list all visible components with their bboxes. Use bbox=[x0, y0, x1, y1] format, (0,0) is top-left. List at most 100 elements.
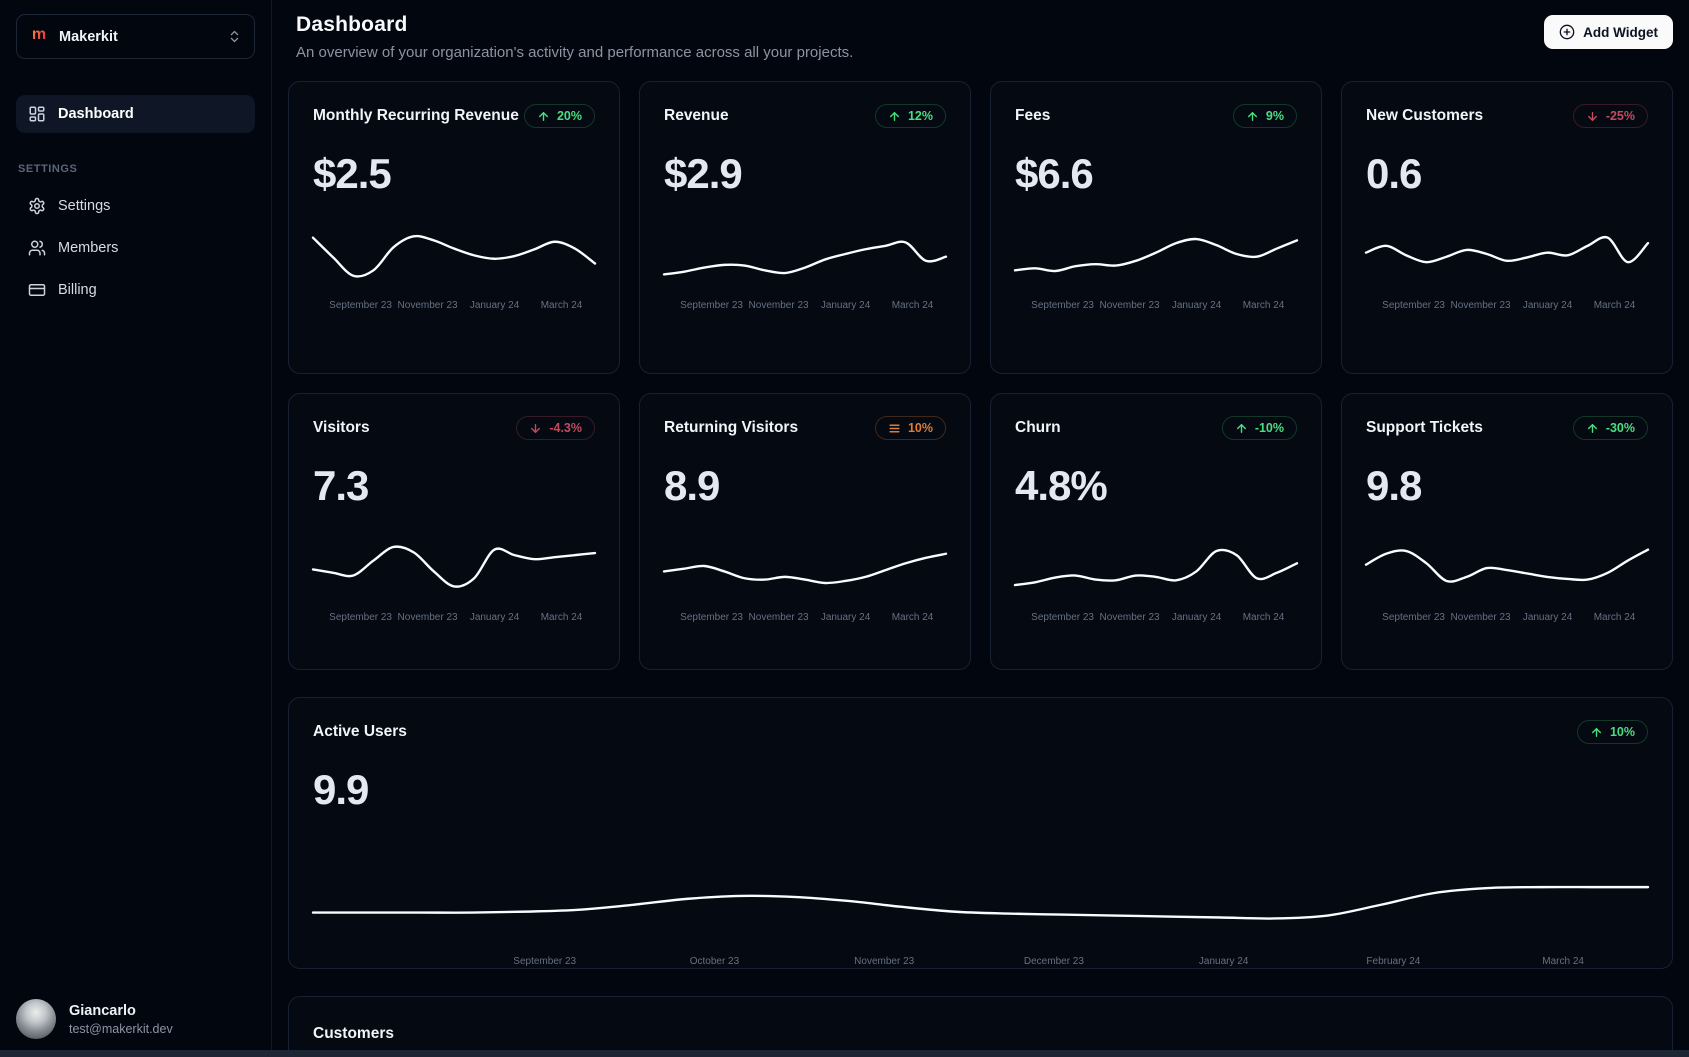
card-value: 9.9 bbox=[313, 766, 369, 813]
main-content: Dashboard An overview of your organizati… bbox=[272, 0, 1689, 1057]
sidebar: m Makerkit Dashboard SETTINGS Set bbox=[0, 0, 272, 1057]
axis-label: January 24 bbox=[1522, 300, 1573, 311]
axis-label: November 23 bbox=[1450, 612, 1511, 623]
svg-text:m: m bbox=[32, 26, 46, 43]
x-axis-labels: September 23 November 23 January 24 March 2… bbox=[1029, 604, 1297, 623]
axis-label: September 23 bbox=[1382, 612, 1445, 623]
trend-up-icon bbox=[1246, 110, 1259, 123]
workspace-name: Makerkit bbox=[59, 28, 118, 45]
x-axis-labels: September 23 November 23 January 24 March 2… bbox=[678, 292, 946, 311]
x-axis-labels: September 23 October 23 November 23 Decembe… bbox=[460, 946, 1648, 967]
plus-circle-icon bbox=[1559, 24, 1575, 40]
sparkline-chart bbox=[664, 528, 946, 604]
sparkline-chart bbox=[664, 216, 946, 292]
sidebar-item-billing[interactable]: Billing bbox=[16, 271, 255, 309]
axis-label: September 23 bbox=[680, 612, 743, 623]
sidebar-item-members[interactable]: Members bbox=[16, 229, 255, 267]
card-value: 4.8% bbox=[1015, 462, 1108, 509]
sparkline-chart bbox=[1366, 528, 1648, 604]
trend-badge: 10% bbox=[1576, 720, 1648, 744]
axis-label: November 23 bbox=[748, 612, 809, 623]
sidebar-item-settings[interactable]: Settings bbox=[16, 187, 255, 225]
card-value: 7.3 bbox=[313, 462, 369, 509]
card-value: 0.6 bbox=[1366, 150, 1422, 197]
card-new-customers: New Customers -25% 0.6 September 23 Novem… bbox=[1341, 81, 1673, 374]
card-active-users: Active Users 10% 9.9 September 23 October… bbox=[288, 697, 1673, 969]
axis-label: January 24 bbox=[1522, 612, 1573, 623]
sparkline-chart bbox=[313, 216, 595, 292]
user-name: Giancarlo bbox=[69, 1002, 136, 1019]
trend-down-icon bbox=[529, 422, 542, 435]
user-email: test@makerkit.dev bbox=[69, 1021, 173, 1036]
settings-nav: Settings Members Billing bbox=[16, 187, 255, 309]
axis-label: March 24 bbox=[891, 612, 934, 623]
axis-label: November 23 bbox=[854, 956, 915, 967]
axis-label: March 24 bbox=[1242, 300, 1285, 311]
workspace-selector[interactable]: m Makerkit bbox=[16, 14, 255, 59]
x-axis-labels: September 23 November 23 January 24 March 2… bbox=[327, 604, 595, 623]
axis-label: October 23 bbox=[689, 956, 740, 967]
axis-label: January 24 bbox=[1171, 300, 1222, 311]
stats-row-2: Visitors -4.3% 7.3 September 23 November … bbox=[288, 393, 1673, 670]
dashboard-grid-icon bbox=[28, 105, 46, 123]
card-returning-visitors: Returning Visitors 10% 8.9 September 23 N… bbox=[639, 393, 971, 670]
axis-label: January 24 bbox=[469, 300, 520, 311]
sidebar-section-label: SETTINGS bbox=[18, 163, 78, 175]
card-value: 9.8 bbox=[1366, 462, 1422, 509]
x-axis-labels: September 23 November 23 January 24 March 2… bbox=[1380, 604, 1648, 623]
axis-label: January 24 bbox=[1198, 956, 1249, 967]
card-title: Support Tickets bbox=[1366, 419, 1483, 436]
axis-label: March 24 bbox=[540, 300, 583, 311]
trend-up-icon bbox=[1586, 422, 1599, 435]
axis-label: March 24 bbox=[1542, 956, 1584, 967]
axis-label: September 23 bbox=[329, 300, 392, 311]
axis-label: September 23 bbox=[680, 300, 743, 311]
card-title: Visitors bbox=[313, 419, 370, 436]
trend-badge: 10% bbox=[874, 416, 946, 440]
sparkline-chart bbox=[1366, 216, 1648, 292]
user-avatar bbox=[16, 999, 56, 1039]
active-users-chart bbox=[313, 840, 1648, 946]
card-title: New Customers bbox=[1366, 107, 1484, 124]
trend-badge: -10% bbox=[1221, 416, 1297, 440]
bottom-edge-strip bbox=[0, 1050, 1689, 1057]
card-value: $2.9 bbox=[664, 150, 743, 197]
card-title: Returning Visitors bbox=[664, 419, 799, 436]
sidebar-item-label: Dashboard bbox=[58, 106, 134, 122]
main-nav: Dashboard bbox=[16, 95, 255, 133]
trend-badge: 12% bbox=[874, 104, 946, 128]
axis-label: September 23 bbox=[1031, 612, 1094, 623]
trend-up-icon bbox=[537, 110, 550, 123]
axis-label: March 24 bbox=[891, 300, 934, 311]
axis-label: November 23 bbox=[1099, 612, 1160, 623]
chevrons-up-down-icon bbox=[227, 29, 242, 44]
axis-label: January 24 bbox=[820, 300, 871, 311]
axis-label: September 23 bbox=[329, 612, 392, 623]
axis-label: November 23 bbox=[397, 612, 458, 623]
sidebar-item-dashboard[interactable]: Dashboard bbox=[16, 95, 255, 133]
users-icon bbox=[28, 239, 46, 257]
card-fees: Fees 9% $6.6 September 23 November 23 Janu… bbox=[990, 81, 1322, 374]
card-value: 8.9 bbox=[664, 462, 720, 509]
card-title: Customers bbox=[313, 1025, 394, 1042]
trend-up-icon bbox=[1235, 422, 1248, 435]
trend-badge: -4.3% bbox=[516, 416, 595, 440]
trend-up-icon bbox=[1590, 726, 1603, 739]
trend-badge: 9% bbox=[1232, 104, 1297, 128]
card-title: Monthly Recurring Revenue bbox=[313, 107, 519, 124]
gear-icon bbox=[28, 197, 46, 215]
axis-label: September 23 bbox=[1382, 300, 1445, 311]
user-menu[interactable]: Giancarlo test@makerkit.dev bbox=[16, 999, 255, 1039]
makerkit-logo-icon: m bbox=[29, 24, 49, 49]
x-axis-labels: September 23 November 23 January 24 March 2… bbox=[327, 292, 595, 311]
axis-label: November 23 bbox=[397, 300, 458, 311]
x-axis-labels: September 23 November 23 January 24 March 2… bbox=[1380, 292, 1648, 311]
page-header: Dashboard An overview of your organizati… bbox=[288, 0, 1673, 81]
sparkline-chart bbox=[1015, 528, 1297, 604]
axis-label: February 24 bbox=[1366, 956, 1421, 967]
add-widget-button[interactable]: Add Widget bbox=[1544, 15, 1673, 49]
axis-label: March 24 bbox=[1593, 612, 1636, 623]
axis-label: November 23 bbox=[1450, 300, 1511, 311]
card-title: Fees bbox=[1015, 107, 1051, 124]
stats-row-1: Monthly Recurring Revenue 20% $2.5 Septe… bbox=[288, 81, 1673, 374]
